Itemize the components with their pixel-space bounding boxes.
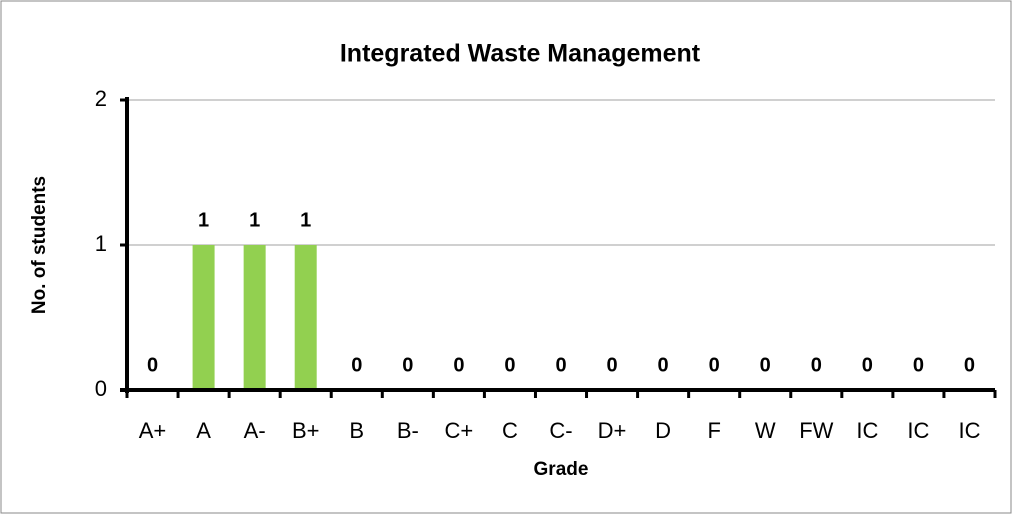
- y-tick-label: 1: [95, 231, 107, 256]
- data-label: 0: [351, 354, 362, 376]
- x-tick-label: D: [655, 418, 671, 443]
- chart-title: Integrated Waste Management: [340, 40, 701, 68]
- x-tick-label: F: [707, 418, 720, 443]
- x-tick-label: B: [349, 418, 364, 443]
- x-tick-label: A: [196, 418, 211, 443]
- data-label: 0: [606, 354, 617, 376]
- data-label: 0: [709, 354, 720, 376]
- data-label: 0: [658, 354, 669, 376]
- x-tick-label: B-: [397, 418, 419, 443]
- y-tick-label: 2: [95, 86, 107, 111]
- x-tick-label: B+: [292, 418, 320, 443]
- bar: [243, 245, 266, 390]
- y-tick-label: 0: [95, 376, 107, 401]
- data-label: 0: [402, 354, 413, 376]
- x-axis-label: Grade: [534, 459, 589, 480]
- x-tick-label: W: [755, 418, 776, 443]
- data-label: 1: [249, 209, 260, 231]
- data-label: 0: [147, 354, 158, 376]
- y-axis-label: No. of students: [29, 176, 50, 314]
- data-label: 1: [198, 209, 209, 231]
- x-tick-label: C-: [549, 418, 572, 443]
- data-label: 0: [760, 354, 771, 376]
- data-label: 0: [913, 354, 924, 376]
- x-tick-label: IC: [958, 418, 980, 443]
- x-tick-label: IC: [856, 418, 878, 443]
- data-label: 0: [504, 354, 515, 376]
- x-tick-label: C: [502, 418, 518, 443]
- bar: [294, 245, 317, 390]
- x-tick-label: FW: [799, 418, 833, 443]
- data-label: 0: [862, 354, 873, 376]
- data-label: 0: [964, 354, 975, 376]
- data-label: 0: [555, 354, 566, 376]
- x-tick-label: A+: [139, 418, 167, 443]
- data-label: 1: [300, 209, 311, 231]
- x-tick-label: C+: [445, 418, 474, 443]
- x-tick-label: IC: [907, 418, 929, 443]
- x-tick-label: D+: [598, 418, 627, 443]
- data-label: 0: [453, 354, 464, 376]
- bar: [192, 245, 215, 390]
- data-label: 0: [811, 354, 822, 376]
- x-tick-label: A-: [244, 418, 266, 443]
